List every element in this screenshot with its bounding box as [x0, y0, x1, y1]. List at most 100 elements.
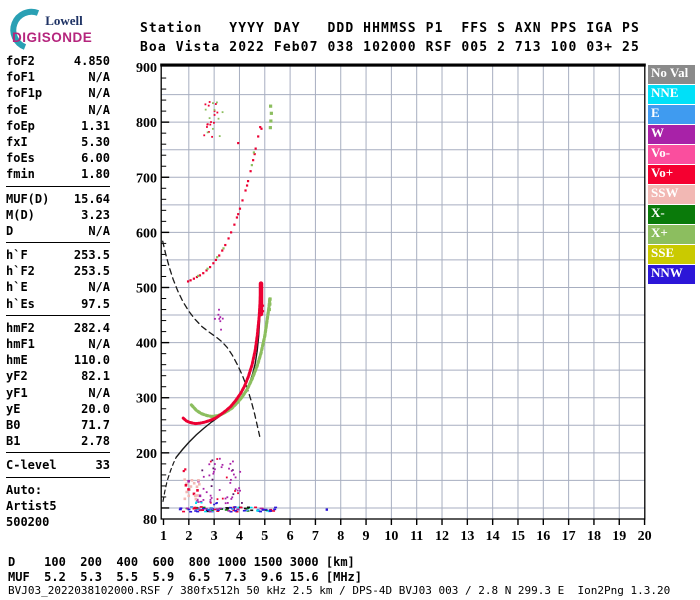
cluster-es-layer-row — [234, 510, 238, 512]
dots-second-hop-red — [237, 213, 240, 216]
param-label: yF2 — [6, 369, 28, 384]
cluster-purple-interference-cluster — [225, 476, 228, 479]
cluster-purple-interference-cluster — [211, 459, 214, 462]
param-label: Artist5 — [6, 498, 57, 513]
cluster-high-spread-cluster — [210, 121, 212, 123]
param-label: h`F2 — [6, 264, 35, 279]
cluster-purple-interference-cluster — [239, 489, 241, 492]
trace-profile-dashed-lead — [162, 456, 177, 502]
param-row-yf2: yF2 82.1 — [6, 368, 110, 384]
dots-second-hop-red — [214, 258, 218, 262]
dots-green-blob-top — [269, 111, 273, 115]
cluster-purple-interference-cluster — [234, 476, 237, 479]
x-axis-label: 10 — [384, 529, 398, 544]
param-row-d: D N/A — [6, 223, 110, 239]
cluster-pink-ssw-cluster — [187, 488, 190, 491]
cluster-pink-ssw-cluster — [192, 481, 196, 485]
cluster-purple-interference-cluster — [241, 502, 243, 504]
dots-green-blob-top — [268, 126, 272, 130]
cluster-es-layer-row — [243, 507, 247, 510]
cluster-purple-interference-cluster — [232, 473, 235, 476]
cluster-es-layer-row — [213, 508, 217, 511]
cluster-purple-interference-cluster — [211, 478, 214, 481]
x-axis-label: 7 — [312, 529, 319, 544]
param-row-hes: h`Es 97.5 — [6, 296, 110, 312]
cluster-purple-interference-cluster — [216, 458, 219, 460]
cluster-es-layer-row — [189, 510, 193, 513]
x-axis-label: 12 — [435, 529, 449, 544]
cluster-high-spread-cluster — [207, 104, 210, 107]
param-row-foes: foEs 6.00 — [6, 150, 110, 166]
param-label: C-level — [6, 458, 57, 473]
x-axis-label: 16 — [536, 529, 550, 544]
param-label: B0 — [6, 417, 21, 432]
x-axis-label: 2 — [185, 529, 192, 544]
cluster-high-spread-cluster — [206, 126, 208, 128]
cluster-es-layer-row — [210, 510, 214, 513]
cluster-purple-interference-cluster — [221, 463, 224, 466]
cluster-purple-interference-cluster — [209, 460, 212, 463]
cluster-es-layer-row — [231, 508, 235, 510]
param-label: h`E — [6, 280, 28, 295]
cluster-pink-ssw-cluster — [195, 485, 199, 489]
cluster-es-layer-row — [261, 509, 265, 511]
param-value: 15.64 — [73, 191, 110, 206]
x-axis-label: 18 — [587, 529, 601, 544]
dots-red-isolated-dots — [260, 127, 263, 130]
cluster-pink-ssw-cluster — [196, 494, 199, 497]
cluster-high-spread-cluster — [213, 110, 216, 112]
cluster-purple-interference-cluster — [226, 496, 229, 499]
legend-item-x-: X- — [648, 205, 695, 224]
cluster-purple-interference-cluster — [218, 457, 221, 460]
dots-second-hop-red — [195, 275, 199, 279]
param-label: fxI — [6, 134, 28, 149]
dots-second-hop-red — [227, 237, 230, 240]
dots-second-hop-red — [235, 216, 239, 219]
dots-red-isolated-dots — [261, 304, 265, 307]
cluster-es-layer-upper — [209, 501, 212, 503]
cluster-purple-interference-cluster — [218, 489, 221, 491]
x-axis-label: 8 — [337, 529, 344, 544]
cluster-purple-mid-dots — [217, 313, 220, 316]
dots-second-hop-red — [221, 249, 224, 252]
param-label: fmin — [6, 167, 35, 182]
cluster-high-spread-cluster — [208, 101, 211, 103]
panel-separator — [6, 452, 110, 454]
cluster-pink-ssw-cluster — [190, 478, 194, 482]
y-axis-label: 700 — [136, 171, 157, 186]
cluster-es-layer-row — [179, 507, 183, 509]
param-row-b1: B1 2.78 — [6, 433, 110, 449]
param-value: 33 — [95, 458, 110, 473]
cluster-purple-interference-cluster — [210, 497, 213, 499]
echo-direction-legend: No Val NNE E W Vo- Vo+ SSW X- X+ SSE NNW — [648, 65, 695, 285]
cluster-purple-interference-cluster — [212, 467, 215, 470]
param-value: N/A — [88, 223, 110, 238]
x-axis-label: 1 — [160, 529, 167, 544]
cluster-pink-ssw-cluster — [192, 492, 196, 496]
cluster-purple-interference-cluster — [208, 463, 211, 466]
dots-es-far-dot — [325, 508, 329, 511]
cluster-es-layer-row — [215, 508, 219, 510]
legend-item-x+: X+ — [648, 225, 695, 244]
cluster-high-spread-cluster — [211, 135, 213, 138]
cluster-es-layer-row — [245, 509, 249, 512]
cluster-es-layer-row — [202, 506, 206, 509]
cluster-es-layer-row — [259, 507, 263, 510]
param-value: 110.0 — [73, 353, 110, 368]
cluster-purple-interference-cluster — [238, 487, 241, 490]
x-axis-label: 4 — [236, 529, 243, 544]
cluster-purple-interference-cluster — [209, 501, 212, 504]
cluster-high-spread-cluster — [211, 127, 214, 130]
dots-second-hop-red — [238, 207, 242, 210]
cluster-es-layer-row — [227, 510, 231, 512]
x-axis-label: 17 — [562, 529, 576, 544]
param-label: Auto: — [6, 482, 43, 497]
legend-item-w: W — [648, 125, 695, 144]
cluster-purple-interference-cluster — [230, 478, 232, 481]
cluster-pink-ssw-cluster — [193, 494, 197, 498]
cluster-es-layer-row — [208, 510, 212, 513]
param-row-mufd: MUF(D) 15.64 — [6, 191, 110, 207]
cluster-purple-interference-cluster — [224, 502, 227, 505]
cluster-es-layer-row — [237, 506, 241, 509]
